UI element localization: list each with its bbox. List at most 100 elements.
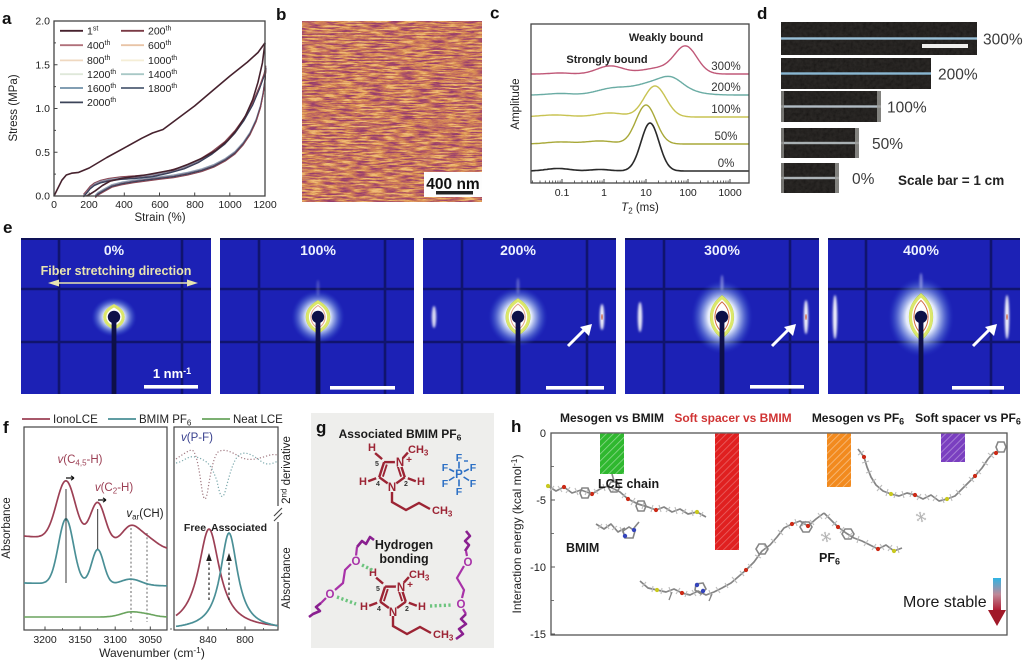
svg-text:1600th: 1600th [87,83,116,95]
svg-text:4: 4 [376,481,380,488]
svg-text:v(C2-H): v(C2-H) [95,482,133,496]
svg-text:2: 2 [404,481,408,488]
svg-text:CH3: CH3 [409,569,430,583]
svg-text:F: F [442,478,449,490]
svg-text:400 nm: 400 nm [426,176,479,193]
svg-text:2000th: 2000th [87,97,116,109]
svg-text:5: 5 [375,461,379,468]
svg-text:F: F [456,452,463,464]
svg-text:200%: 200% [938,67,978,84]
svg-text:d: d [757,4,767,23]
svg-text:0: 0 [51,199,57,211]
svg-text:800: 800 [186,199,204,211]
svg-text:400%: 400% [903,242,939,258]
svg-text:H: H [417,476,425,488]
svg-text:50%: 50% [714,131,737,143]
svg-text:F: F [442,462,449,474]
svg-text:N: N [389,607,397,619]
svg-text:Neat LCE: Neat LCE [233,414,283,426]
svg-text:Scale bar = 1 cm: Scale bar = 1 cm [898,173,1004,188]
svg-text:3100: 3100 [104,634,128,646]
svg-text:1st: 1st [87,26,98,38]
svg-text:Strain (%): Strain (%) [134,212,185,224]
svg-text:4: 4 [377,606,381,613]
svg-text:IonoLCE: IonoLCE [53,414,98,426]
svg-text:0.0: 0.0 [35,191,50,203]
svg-text:O: O [352,556,361,568]
svg-text:Hydrogen: Hydrogen [375,538,433,552]
svg-text:+: + [406,455,412,466]
svg-text:1.5: 1.5 [35,59,50,71]
svg-text:300%: 300% [704,242,740,258]
svg-text:+: + [407,580,413,591]
svg-text:H: H [418,601,426,613]
svg-text:3050: 3050 [139,634,163,646]
svg-text:Wavenumber (cm-1): Wavenumber (cm-1) [99,645,205,660]
svg-text:3200: 3200 [33,634,57,646]
svg-text:O: O [326,589,335,601]
svg-text:Strongly bound: Strongly bound [566,54,647,66]
svg-text:P: P [455,469,463,481]
svg-text:0: 0 [540,428,546,440]
svg-text:1: 1 [601,187,607,199]
svg-text:200%: 200% [711,82,740,94]
svg-text:BMIM: BMIM [566,541,599,555]
svg-text:Fiber stretching direction: Fiber stretching direction [41,264,192,278]
svg-text:Mesogen vs BMIM: Mesogen vs BMIM [560,411,664,425]
svg-text:O: O [457,599,466,611]
svg-text:e: e [3,218,12,237]
svg-text:H: H [369,567,377,579]
svg-text:Associated: Associated [211,522,267,534]
svg-text:F: F [470,478,477,490]
svg-text:bonding: bonding [379,552,428,566]
svg-text:F: F [470,462,477,474]
svg-text:1400th: 1400th [148,69,177,81]
svg-text:N: N [388,482,396,494]
svg-text:800: 800 [236,634,254,646]
svg-text:3150: 3150 [68,634,92,646]
svg-text:F: F [456,486,463,498]
svg-text:Absorbance: Absorbance [281,547,293,608]
svg-text:b: b [276,5,286,24]
svg-text:100%: 100% [887,100,927,117]
svg-text:PF6: PF6 [819,551,840,567]
svg-text:1200th: 1200th [87,69,116,81]
svg-text:1.0: 1.0 [35,103,50,115]
svg-text:Mesogen vs PF6: Mesogen vs PF6 [812,411,904,427]
svg-text:0%: 0% [852,171,875,188]
svg-text:v(C4,5-H): v(C4,5-H) [58,454,103,468]
svg-text:Weakly bound: Weakly bound [629,32,703,44]
svg-text:0%: 0% [104,242,125,258]
svg-text:2: 2 [405,606,409,613]
svg-text:Interaction energy (kcal mol-1: Interaction energy (kcal mol-1) [509,455,524,614]
svg-text:T2 (ms): T2 (ms) [621,202,659,216]
svg-text:1000: 1000 [218,199,242,211]
svg-text:v(P-F): v(P-F) [181,432,213,444]
svg-text:0.1: 0.1 [555,187,570,199]
svg-text:-5: -5 [536,495,546,507]
svg-text:h: h [511,417,521,436]
svg-text:H: H [359,476,367,488]
svg-text:100%: 100% [300,242,336,258]
svg-text:5: 5 [376,586,380,593]
svg-text:CH3: CH3 [433,629,454,643]
svg-text:CH3: CH3 [432,505,453,519]
svg-text:1 nm-1: 1 nm-1 [153,366,191,381]
svg-text:300%: 300% [983,32,1023,49]
svg-text:Stress (MPa): Stress (MPa) [8,74,20,141]
svg-text:CH3: CH3 [408,444,429,458]
svg-text:H: H [360,601,368,613]
svg-text:a: a [2,9,12,28]
svg-text:Associated BMIM PF6: Associated BMIM PF6 [339,427,462,443]
svg-text:N: N [396,457,404,469]
svg-text:2.0: 2.0 [35,16,50,28]
svg-text:var(CH): var(CH) [126,508,163,522]
svg-text:O: O [464,557,473,569]
svg-text:400: 400 [115,199,133,211]
svg-text:More stable: More stable [903,594,987,611]
svg-text:H: H [368,442,376,454]
svg-text:840: 840 [199,634,217,646]
svg-text:200: 200 [80,199,98,211]
svg-text:BMIM PF6: BMIM PF6 [139,414,192,428]
svg-text:g: g [316,418,326,437]
